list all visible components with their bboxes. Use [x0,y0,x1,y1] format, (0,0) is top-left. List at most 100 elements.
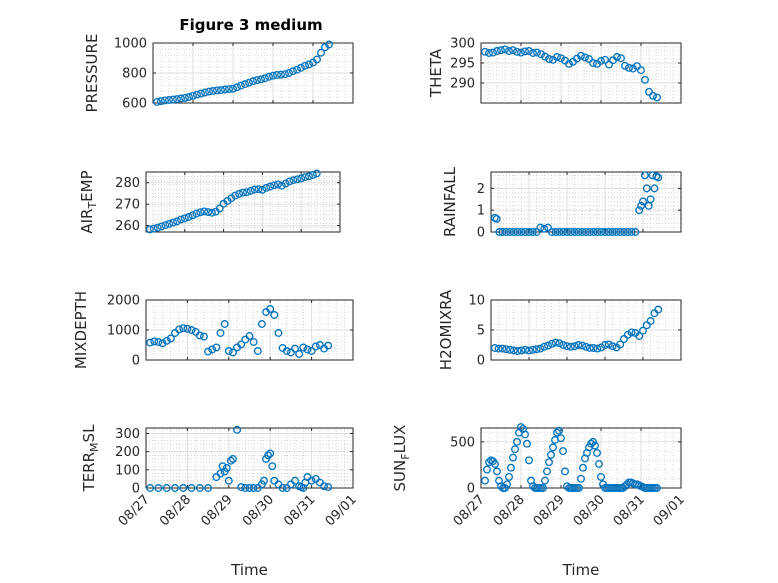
data-point [654,305,663,314]
data-point [517,48,525,57]
data-point [305,172,313,181]
data-point [577,51,585,60]
data-point [595,460,603,468]
data-point [216,469,225,478]
data-point [654,173,663,182]
y-tick-label: 10 [468,294,485,309]
data-point [545,458,553,467]
data-point [627,328,636,337]
y-tick-label: 0 [477,226,485,241]
data-point [235,189,244,198]
data-point [536,344,545,353]
data-point [604,228,613,236]
data-point [153,223,162,232]
data-point [501,45,509,54]
data-point [187,484,196,492]
y-axis-label-main: SUN [391,460,409,492]
subplot-3: 260 270 280 AIRTEMP [78,169,341,234]
data-point [629,64,637,73]
data-point [265,72,273,81]
data-point [297,63,305,72]
data-point [633,62,641,71]
data-point [289,176,298,185]
data-point [540,342,549,351]
data-point [266,449,275,458]
data-point [494,344,503,353]
data-point [254,185,263,194]
data-point [555,339,564,348]
data-point [570,228,579,236]
data-point [566,342,575,351]
data-point [555,228,564,236]
data-point [320,482,328,491]
data-point [521,430,529,439]
y-tick-label: 300 [450,37,475,52]
data-point [528,345,537,354]
data-point [264,451,273,460]
data-point [177,94,185,103]
y-axis-label-main: TERR [80,452,98,493]
data-point [179,484,188,492]
data-point [273,70,281,79]
data-point [297,174,306,183]
data-point [601,55,609,64]
data-point [233,83,241,92]
data-point [502,345,511,354]
data-point [239,188,247,197]
data-point [578,228,587,236]
data-point [653,93,661,102]
data-point [553,428,561,437]
data-point [539,484,547,492]
data-point [289,67,297,76]
data-point [195,484,204,492]
data-point [291,476,299,485]
data-point [649,91,657,100]
data-point [201,88,209,97]
data-point [224,347,233,355]
data-point [184,213,193,221]
data-point [295,350,304,358]
data-point [317,48,325,57]
data-point [559,228,568,236]
data-point [577,474,585,483]
y-axis-label-main: PRESSURE [83,34,101,113]
data-point [188,211,197,220]
data-point [557,54,565,63]
y-tick-label: 800 [122,67,147,82]
data-point [222,464,231,472]
data-point [521,345,530,354]
data-point [642,184,651,193]
data-point [179,324,188,333]
data-point [237,81,245,90]
subplot-6: 0 5 10 H2OMIXRA [437,289,682,370]
data-point [293,175,302,184]
data-point [523,439,531,448]
data-point [285,177,294,186]
x-axis-label: Time [562,561,600,579]
data-point [639,197,647,206]
data-point [293,65,301,74]
data-point [544,341,552,350]
data-point [157,222,166,231]
data-point [145,225,154,234]
data-point [204,484,213,492]
data-point [616,340,625,349]
data-point [483,465,491,474]
data-point [589,228,598,236]
subplot-2: 290 295 300 THETA [427,37,682,104]
data-point [565,59,573,68]
data-point [257,75,265,84]
data-point [541,52,549,61]
y-tick-label: 1000 [114,37,147,52]
y-axis-label: TERRMSL [80,424,101,493]
data-point [536,223,545,232]
y-tick-label: 600 [122,97,147,112]
data-point [509,346,518,355]
data-point [639,326,647,335]
data-point [150,337,159,346]
data-point [231,191,240,200]
data-point [175,325,184,334]
data-point [509,453,517,462]
data-point [566,228,575,236]
